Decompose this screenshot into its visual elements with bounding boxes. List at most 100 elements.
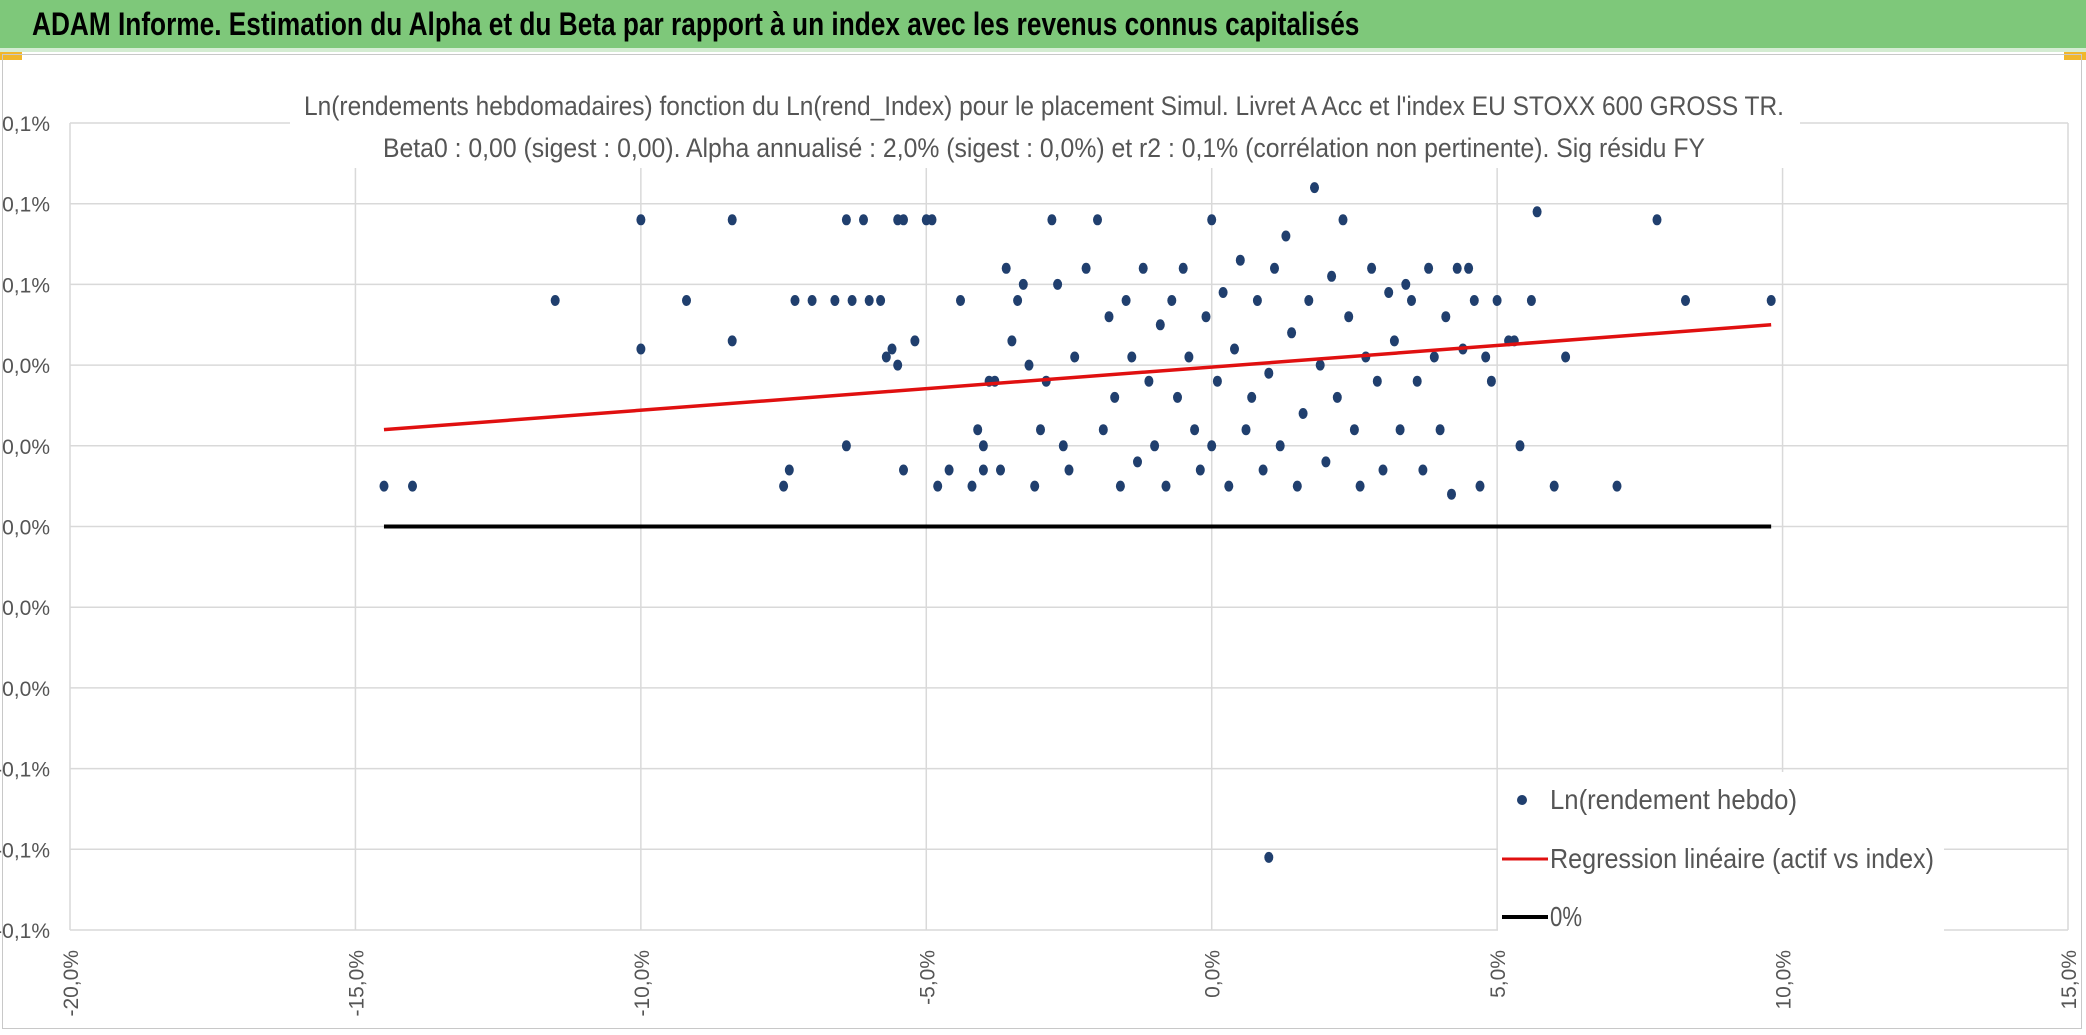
scatter-point [1492,295,1502,306]
scatter-point [1081,262,1091,274]
scatter-point [973,424,983,436]
scatter-point [1036,424,1045,436]
chart-subtitle: Beta0 : 0,00 (sigest : 0,00). Alpha annu… [383,133,1705,163]
scatter-point [847,295,857,306]
scatter-point [1201,311,1211,323]
scatter-point [1275,440,1285,452]
y-tick-label: 0,0% [2,517,50,540]
scatter-point [933,480,943,492]
scatter-point [1332,391,1342,403]
y-tick-label: 0,1% [2,194,50,217]
scatter-point [1184,351,1194,363]
chart-title: Ln(rendements hebdomadaires) fonction du… [304,91,1784,121]
page-title: ADAM Informe. Estimation du Alpha et du … [32,6,1360,42]
x-tick-label: 10,0% [1773,950,1796,1010]
scatter-point [1144,375,1154,387]
scatter-point [1486,375,1496,387]
legend-label-zero: 0% [1550,901,1582,932]
scatter-point [1766,295,1776,306]
scatter-point [1093,214,1102,226]
scatter-point [1412,375,1422,387]
scatter-point [379,480,389,492]
scatter-point [636,343,646,355]
scatter-point [1047,214,1057,226]
scatter-point [864,295,874,306]
scatter-point [876,295,886,306]
legend: Ln(rendement hebdo) Regression linéaire … [1498,772,1944,942]
scatter-point [807,295,817,306]
scatter-point [881,351,891,363]
scatter-point [1252,295,1262,306]
scatter-point [779,480,789,492]
scatter-point [830,295,840,306]
scatter-point [1429,351,1439,363]
scatter-point [1515,440,1525,452]
scatter-point [1395,424,1405,436]
scatter-point [1372,375,1382,387]
scatter-point [899,214,908,226]
scatter-point [859,214,868,226]
scatter-point [944,464,954,476]
x-axis-ticks: -20,0% -15,0% -10,0% -5,0% 0,0% 5,0% 10,0% 15,0… [60,950,2081,1017]
regression-line [383,323,1772,432]
scatter-point [1241,424,1251,436]
scatter-point [927,214,937,226]
scatter-point [967,480,977,492]
scatter-point [1338,214,1348,226]
scatter-point [1475,480,1485,492]
scatter-point [1001,262,1011,274]
y-tick-label: -0,1% [0,920,50,943]
scatter-point [893,359,903,371]
scatter-point [1447,488,1456,500]
scatter-point [1224,480,1234,492]
scatter-point [1247,391,1257,403]
scatter-point [682,295,691,306]
scatter-point [1195,464,1205,476]
scatter-point [1681,295,1690,306]
scatter-point [790,295,800,306]
title-background [290,88,1800,168]
scatter-point [1549,480,1559,492]
scatter-point [1435,424,1445,436]
scatter-point [1264,851,1274,863]
y-tick-label: 0,0% [2,597,50,620]
scatter-point [1218,287,1228,298]
scatter-point [1407,295,1416,306]
scatter-point [1315,359,1325,371]
scatter-point [887,343,897,355]
x-tick-label: -20,0% [60,950,83,1017]
scatter-point [1235,254,1245,266]
scatter-point [1270,262,1279,274]
scatter-point [1110,391,1120,403]
scatter-point [1321,456,1331,468]
scatter-point [1384,287,1394,298]
scatter-point [1469,295,1479,306]
chart-frame [2,54,2082,1029]
scatter-point [1013,295,1023,306]
legend-background [1498,772,1944,942]
scatter-point [1121,295,1131,306]
scatter-point [910,335,920,347]
x-tick-label: -5,0% [916,950,939,1005]
scatter-point [1441,311,1451,323]
x-tick-label: 5,0% [1487,950,1510,998]
scatter-point [1349,424,1359,436]
scatter-point [1281,230,1291,242]
scatter-point [1030,480,1040,492]
scatter-point [1127,351,1137,363]
x-tick-label: 0,0% [1202,950,1225,998]
scatter-point [784,464,794,476]
scatter-point [408,480,417,492]
scatter-point [1292,480,1302,492]
y-tick-label: -0,1% [0,759,50,782]
series-lines [383,323,1772,529]
y-tick-label: 0,0% [2,436,50,459]
scatter-point [1064,464,1074,476]
scatter-point [636,214,646,226]
x-tick-label: -15,0% [345,950,368,1017]
scatter-point [1287,327,1297,339]
scatter-point [727,214,737,226]
x-tick-label: -10,0% [631,950,654,1017]
scatter-point [1327,270,1337,282]
